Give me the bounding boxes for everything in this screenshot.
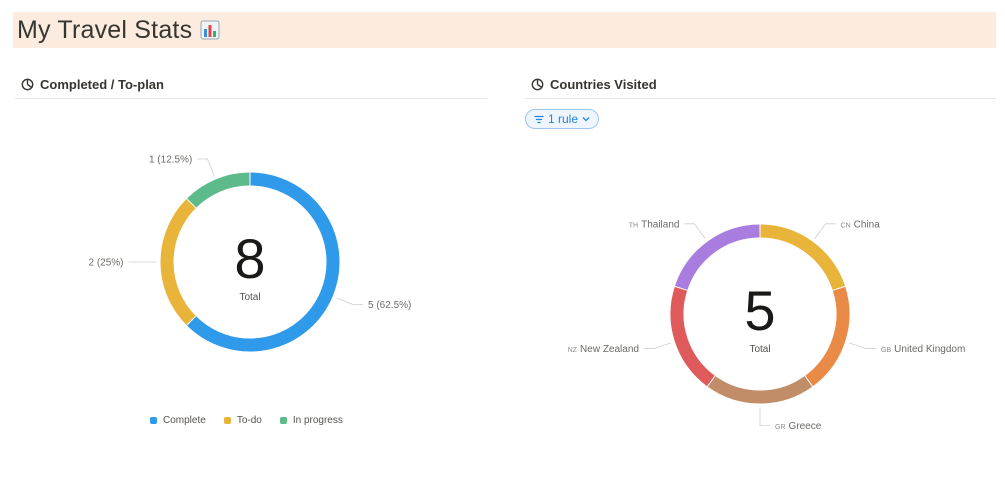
country-code-new-zealand: NZ (568, 347, 578, 354)
leader-line-complete (336, 297, 364, 306)
country-code-greece: GR (775, 424, 786, 431)
donut-slice-thailand[interactable] (675, 224, 760, 291)
legend-item-in-progress[interactable]: In progress (279, 415, 343, 426)
slice-label-new-zealand: NZ New Zealand (568, 344, 639, 355)
completed-panel-title: Completed / To-plan (40, 76, 164, 92)
leader-line-thailand (684, 223, 706, 239)
country-name-thailand: Thailand (641, 219, 679, 230)
slice-label-china: CN China (841, 219, 881, 230)
chevron-down-icon (582, 117, 590, 122)
chart-total-value: 8 (234, 227, 265, 290)
slice-label-thailand: TH Thailand (629, 219, 680, 230)
donut-slice-complete[interactable] (187, 172, 340, 352)
donut-slice-to-do[interactable] (160, 199, 196, 325)
legend-item-to-do[interactable]: To-do (223, 415, 262, 426)
legend-label: To-do (236, 415, 262, 426)
chart-total-label: Total (749, 344, 770, 355)
country-name-greece: Greece (789, 421, 822, 432)
donut-slice-greece[interactable] (707, 376, 813, 404)
country-code-china: CN (841, 222, 851, 229)
chart-total-value: 5 (744, 279, 775, 342)
slice-label-to-do: 2 (25%) (88, 258, 123, 269)
completed-panel-header[interactable]: Completed / To-plan (15, 70, 487, 99)
slice-label-greece: GR Greece (775, 421, 822, 432)
donut-slice-in-progress[interactable] (187, 172, 250, 208)
bar-chart-emoji-icon (200, 20, 220, 40)
pie-chart-icon (531, 78, 544, 90)
slice-label-in-progress: 1 (12.5%) (149, 154, 192, 165)
leader-line-united-kingdom (848, 342, 877, 349)
legend-swatch (223, 417, 231, 424)
leader-line-china (814, 223, 836, 239)
completed-chart-legend: Complete To-do In progress (150, 415, 343, 426)
leader-line-greece (759, 407, 770, 426)
completed-donut-chart: 5 (62.5%) 2 (25%) 1 (12.5%) 8 Total (88, 154, 411, 352)
country-name-china: China (854, 219, 881, 230)
donut-slice-china[interactable] (760, 224, 845, 291)
countries-panel-header[interactable]: Countries Visited (525, 70, 996, 99)
filter-rule-button[interactable]: 1 rule (525, 109, 600, 129)
countries-donut-chart: CN China GB United Kingdom GR Greece NZ New Zea… (568, 219, 966, 432)
donut-slice-united-kingdom[interactable] (805, 286, 850, 387)
filter-icon (534, 115, 544, 123)
legend-swatch (279, 417, 287, 424)
legend-swatch (150, 417, 157, 424)
country-name-united-kingdom: United Kingdom (894, 344, 965, 355)
leader-line-new-zealand (643, 342, 672, 349)
country-code-united-kingdom: GB (881, 347, 891, 354)
country-code-thailand: TH (629, 222, 638, 229)
legend-label: In progress (292, 415, 343, 426)
countries-panel-title: Countries Visited (550, 76, 657, 92)
legend-label: Complete (163, 415, 206, 426)
donut-slice-new-zealand[interactable] (670, 286, 715, 387)
country-name-new-zealand: New Zealand (580, 344, 639, 355)
chart-total-label: Total (239, 292, 260, 303)
pie-chart-icon (21, 78, 34, 90)
page-title: My Travel Stats (17, 15, 193, 44)
leader-line-in-progress (197, 158, 215, 176)
slice-label-complete: 5 (62.5%) (368, 300, 411, 311)
legend-item-complete[interactable]: Complete (150, 415, 206, 426)
filter-rule-label: 1 rule (548, 112, 579, 126)
page-header: My Travel Stats (13, 12, 996, 48)
slice-label-united-kingdom: GB United Kingdom (881, 344, 965, 355)
